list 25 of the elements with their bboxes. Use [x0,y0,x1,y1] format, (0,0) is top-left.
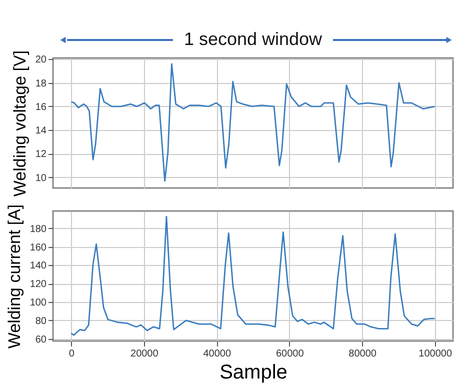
line-series [70,63,436,182]
y-axis-title: Welding current [A] [4,204,24,349]
line-series [70,216,436,336]
y-tick-label: 140 [30,260,47,272]
y-tick-label: 120 [30,279,47,290]
x-tick-label: 80000 [348,348,377,360]
y-tick-label: 18 [35,78,47,90]
y-tick-label: 100 [30,298,47,309]
y-axis-title: Welding voltage [V] [10,50,30,197]
x-tick-label: 0 [68,348,75,360]
x-tick-label: 20000 [130,348,159,360]
y-tick-label: 60 [35,334,47,346]
y-tick-label: 10 [35,172,47,184]
x-tick-label: 40000 [203,348,232,360]
x-axis-title: Sample [220,362,288,384]
y-tick-label: 80 [35,316,47,327]
y-tick-label: 20 [35,54,47,66]
x-tick-label: 60000 [276,348,304,360]
text: 1 second window [184,29,324,49]
y-tick-label: 180 [30,224,47,235]
x-tick-label: 100000 [418,348,452,360]
y-tick-label: 12 [35,149,47,160]
y-tick-label: 16 [35,102,47,113]
y-tick-label: 160 [30,242,47,254]
y-tick-label: 14 [35,126,47,137]
